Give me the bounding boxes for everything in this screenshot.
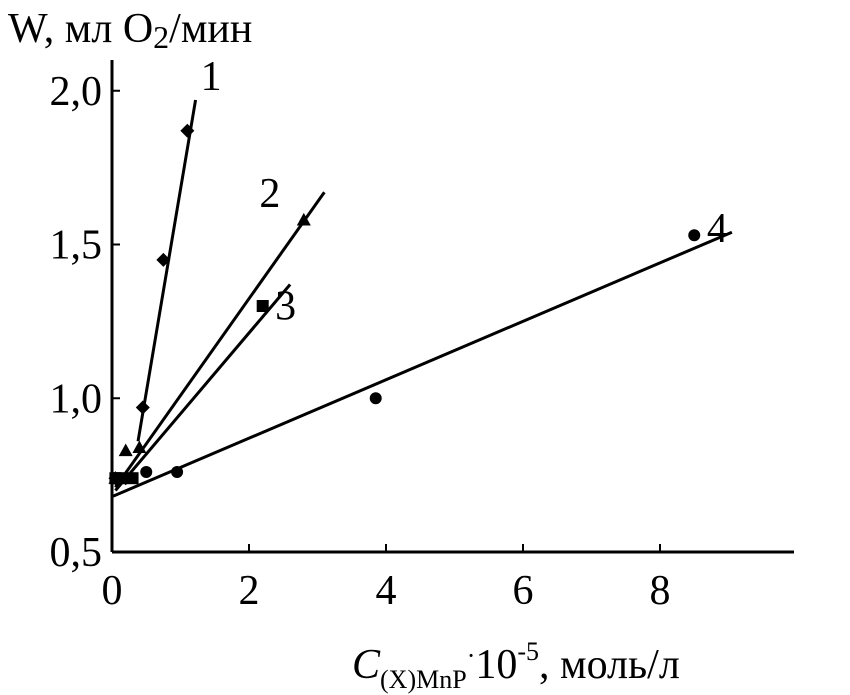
data-point-series-1 [180, 123, 195, 138]
data-point-series-3 [256, 300, 269, 312]
data-point-series-2 [132, 440, 147, 454]
series-label-3: 3 [275, 283, 296, 329]
x-tick-label: 8 [650, 568, 671, 614]
y-tick-label: 2,0 [50, 69, 103, 115]
x-tick-label: 4 [376, 568, 397, 614]
data-point-series-4 [171, 466, 184, 479]
x-tick-label: 0 [102, 568, 123, 614]
y-tick-label: 1,5 [50, 223, 103, 269]
x-axis-label: C(X)MnP·10-5, моль/л [352, 637, 680, 694]
data-point-series-1 [156, 252, 171, 267]
y-tick-label: 1,0 [50, 376, 103, 422]
ticks: 0,5 1,0 1,5 2,0 0 2 4 6 8 [50, 69, 671, 614]
fit-line-series-2 [114, 191, 326, 489]
data-point-series-2 [296, 212, 311, 226]
data-point-series-4 [688, 229, 701, 242]
data-point-series-4 [112, 472, 125, 485]
axes [110, 60, 794, 554]
fit-line-series-1 [136, 99, 198, 442]
series-label-2: 2 [259, 171, 280, 217]
series-labels: 1 2 3 4 [201, 54, 728, 330]
data-point-series-4 [369, 392, 382, 405]
x-tick-label: 2 [239, 568, 260, 614]
y-tick-label: 0,5 [50, 530, 103, 576]
fit-lines [111, 99, 733, 499]
y-axis-label: W, мл O2/мин [8, 6, 252, 55]
data-point-series-3 [126, 472, 139, 485]
fit-line-series-4 [111, 230, 733, 499]
data-point-series-2 [118, 443, 133, 457]
x-tick-label: 6 [513, 568, 534, 614]
markers [108, 123, 701, 486]
data-point-series-1 [135, 400, 150, 415]
series-label-1: 1 [201, 54, 222, 100]
series-label-4: 4 [707, 206, 728, 252]
data-point-series-4 [140, 466, 153, 479]
fit-line-series-3 [114, 283, 292, 492]
